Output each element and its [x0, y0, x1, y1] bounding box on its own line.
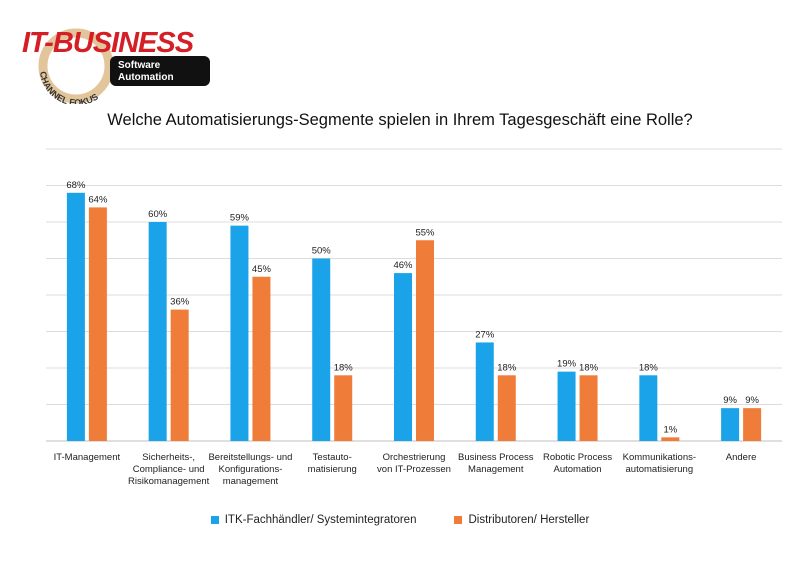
- logo-brand-text: IT-BUSINESS: [22, 27, 195, 59]
- legend-item-distributoren: Distributoren/ Hersteller: [454, 514, 589, 526]
- data-label: 46%: [393, 260, 413, 271]
- logo-graphic: CHANNEL FOKUS Software Automation IT-BUS…: [22, 27, 210, 108]
- data-label: 1%: [663, 424, 677, 435]
- data-label: 18%: [579, 362, 599, 373]
- logo-ring: [38, 28, 114, 104]
- data-label: 18%: [334, 362, 354, 373]
- bar-distributoren: [497, 375, 516, 441]
- bar-distributoren: [170, 309, 189, 441]
- bar-itk: [721, 408, 740, 441]
- bar-itk: [148, 222, 167, 441]
- legend-label-itk: ITK-Fachhändler/ Systemintegratoren: [224, 514, 417, 526]
- data-label: 36%: [170, 297, 190, 308]
- legend-label-distributoren: Distributoren/ Hersteller: [468, 514, 590, 526]
- data-label: 50%: [312, 246, 332, 257]
- data-label: 60%: [148, 209, 168, 220]
- bar-distributoren: [579, 375, 598, 441]
- legend: ITK-Fachhändler/ Systemintegratoren Dist…: [0, 514, 800, 526]
- category-label: IT-Management: [53, 452, 121, 463]
- data-label: 45%: [252, 264, 272, 275]
- it-business-logo: CHANNEL FOKUS Software Automation IT-BUS…: [18, 14, 218, 108]
- chart-title: Welche Automatisierungs-Segmente spielen…: [107, 111, 693, 129]
- data-label: 55%: [415, 227, 435, 238]
- logo-badge-line2: Automation: [118, 72, 174, 83]
- bar-itk: [639, 375, 658, 441]
- category-label: Business Process Management: [458, 452, 534, 475]
- value-labels: 68%64%60%36%59%45%50%18%46%55%27%18% 19% 1…: [66, 180, 759, 436]
- data-label: 27%: [475, 329, 495, 340]
- data-label: 18%: [497, 362, 517, 373]
- legend-swatch-itk: [210, 516, 219, 524]
- data-label: 19%: [557, 359, 577, 370]
- legend-item-itk: ITK-Fachhändler/ Systemintegratoren: [210, 514, 417, 526]
- bar-itk: [230, 225, 249, 441]
- bar-distributoren: [252, 276, 271, 441]
- bar-distributoren: [416, 240, 434, 441]
- gridlines: [46, 148, 782, 442]
- category-label: Bereitstellungs- und Konfigurations- man…: [208, 452, 293, 487]
- bar-itk: [312, 258, 331, 441]
- category-label: Testauto- matisierung: [307, 452, 357, 475]
- data-label: 68%: [66, 180, 86, 191]
- bar-itk: [475, 342, 494, 441]
- data-label: 18%: [639, 362, 659, 373]
- category-label: Sicherheits-, Compliance- und Risikomana…: [127, 452, 210, 487]
- bar-itk: [557, 371, 576, 441]
- category-label: Andere: [725, 452, 757, 463]
- bars: [66, 192, 762, 441]
- bar-distributoren: [743, 408, 762, 441]
- bar-itk: [66, 192, 85, 441]
- bar-distributoren: [661, 437, 680, 441]
- logo-badge-line1: Software: [118, 60, 161, 71]
- category-label: Robotic Process Automation: [542, 452, 613, 475]
- bar-itk: [394, 273, 412, 441]
- data-label: 9%: [745, 395, 759, 406]
- legend-swatch-distributoren: [454, 516, 463, 524]
- bar-distributoren: [88, 207, 107, 441]
- data-label: 59%: [230, 213, 250, 224]
- bar-distributoren: [334, 375, 353, 441]
- logo-badge: [110, 56, 210, 86]
- data-label: 64%: [88, 194, 108, 205]
- data-label: 9%: [723, 395, 737, 406]
- category-label: Orchestrierung von IT-Prozessen: [377, 452, 451, 475]
- category-label: Kommunikations- automatisierung: [622, 452, 697, 475]
